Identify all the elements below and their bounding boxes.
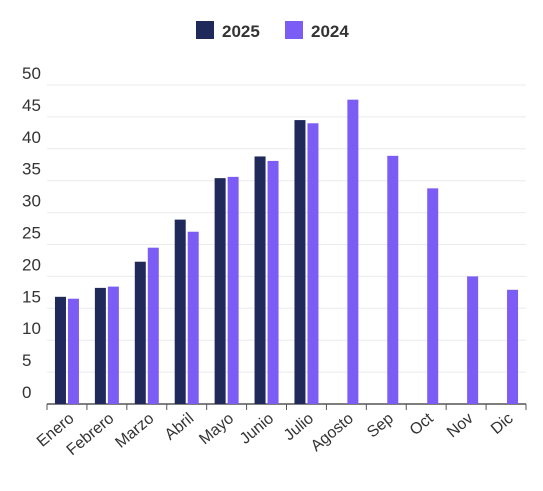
bar-2025-mayo xyxy=(214,178,226,404)
bar-2024-agosto xyxy=(347,99,359,404)
legend-label-2025: 2025 xyxy=(222,22,260,41)
bar-2025-febrero xyxy=(94,287,106,404)
bar-2024-nov xyxy=(467,276,479,404)
x-tick-label: Abril xyxy=(162,410,197,444)
bar-2025-julio xyxy=(294,120,306,404)
bar-2024-mayo xyxy=(227,176,239,404)
bar-2024-julio xyxy=(307,123,319,404)
x-tick-label: Nov xyxy=(444,410,477,441)
legend-swatch-2025 xyxy=(196,21,214,39)
bar-2025-junio xyxy=(254,156,266,404)
bar-2024-abril xyxy=(187,231,199,404)
y-tick-label: 35 xyxy=(22,160,41,179)
bar-2025-marzo xyxy=(134,261,146,404)
legend-swatch-2024 xyxy=(285,21,303,39)
x-tick-label: Mayo xyxy=(196,410,237,448)
x-tick-label: Agosto xyxy=(308,410,357,455)
bar-2024-dic xyxy=(507,289,519,404)
bar-2024-junio xyxy=(267,160,279,404)
y-tick-label: 40 xyxy=(22,128,41,147)
x-tick-label: Oct xyxy=(407,410,437,439)
bar-2024-oct xyxy=(427,188,439,404)
y-tick-label: 5 xyxy=(22,351,31,370)
y-tick-label: 15 xyxy=(22,287,41,306)
y-tick-label: 25 xyxy=(22,224,41,243)
bar-2024-marzo xyxy=(147,247,159,404)
y-tick-label: 10 xyxy=(22,319,41,338)
bar-2025-abril xyxy=(174,219,186,404)
x-tick-label: Dic xyxy=(488,410,517,438)
y-tick-label: 50 xyxy=(22,64,41,83)
x-tick-label: Sep xyxy=(364,410,397,441)
x-tick-label: Marzo xyxy=(112,410,157,452)
legend-label-2024: 2024 xyxy=(311,22,349,41)
bar-2024-febrero xyxy=(107,286,119,404)
bar-2024-sep xyxy=(387,155,399,404)
bar-2024-enero xyxy=(67,298,79,404)
bar-2025-enero xyxy=(54,296,66,404)
x-tick-label: Junio xyxy=(237,410,277,448)
y-tick-label: 0 xyxy=(22,383,31,402)
y-tick-label: 20 xyxy=(22,255,41,274)
y-tick-label: 45 xyxy=(22,96,41,115)
y-tick-label: 30 xyxy=(22,192,41,211)
